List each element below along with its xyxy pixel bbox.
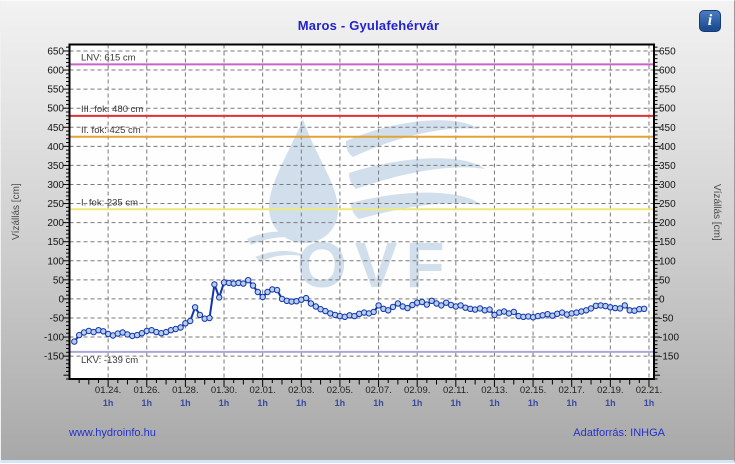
svg-text:300: 300 [659,180,676,191]
ref-line-lkv: LKV: -139 cm [69,350,654,366]
svg-text:200: 200 [47,218,64,229]
x-tick-sub: 1h [644,398,655,408]
x-tick-date: 02.15. [520,385,546,396]
footer-data-source: Adatforrás: INHGA [573,427,665,439]
watermark-text: OVF [297,229,453,301]
x-tick-sub: 1h [180,398,191,408]
x-tick-sub: 1h [605,398,616,408]
svg-text:150: 150 [47,237,64,248]
x-tick-sub: 1h [489,398,500,408]
info-icon[interactable]: i [699,10,721,32]
x-tick-date: 01.26. [134,385,160,396]
svg-text:-100: -100 [659,333,679,344]
x-tick-sub: 1h [219,398,230,408]
x-tick-date: 02.19. [597,385,623,396]
y-axes [63,46,660,380]
svg-text:100: 100 [47,256,64,267]
y-tick-labels: -150 -150 -100 -100 -50 -50 0 0 50 50 100 100 150 150… [44,46,679,362]
svg-text:150: 150 [659,237,676,248]
x-tick-date: 02.03. [288,385,314,396]
x-tick-date: 02.07. [365,385,391,396]
x-tick-date: 01.30. [211,385,237,396]
ref-line-label: LKV: -139 cm [81,355,138,366]
svg-text:650: 650 [659,46,676,57]
watermark-ovf-logo: OVF [247,119,485,301]
footer-site-link[interactable]: www.hydroinfo.hu [69,427,156,439]
svg-text:650: 650 [47,46,64,57]
x-axis [78,380,650,387]
svg-text:350: 350 [47,161,64,172]
x-tick-sub: 1h [296,398,307,408]
svg-text:400: 400 [659,142,676,153]
svg-text:0: 0 [659,294,665,305]
svg-text:-50: -50 [50,313,65,324]
svg-text:50: 50 [659,275,671,286]
reference-lines: LNV: 615 cm III. fok: 480 cm II. fok: 425 … [69,52,654,366]
svg-text:-150: -150 [44,352,64,363]
ref-line-label: I. fok: 235 cm [81,197,138,208]
svg-text:50: 50 [53,275,65,286]
svg-text:250: 250 [47,199,64,210]
page-title: Maros - Gyulafehérvár [297,18,440,33]
ref-line-label: LNV: 615 cm [81,52,136,63]
ref-line-iii-fok: III. fok: 480 cm [69,104,654,117]
x-tick-date: 02.05. [327,385,353,396]
svg-text:100: 100 [659,256,676,267]
svg-text:300: 300 [47,180,64,191]
x-tick-date: 02.21. [636,385,662,396]
x-tick-sub: 1h [373,398,384,408]
svg-text:400: 400 [47,142,64,153]
svg-text:600: 600 [47,66,64,77]
ref-line-label: III. fok: 480 cm [81,104,143,115]
svg-text:600: 600 [659,66,676,77]
ref-line-lnv: LNV: 615 cm [69,52,654,66]
ref-line-label: II. fok: 425 cm [81,125,141,136]
y-axis-label-left: Vízállás [cm] [11,183,22,241]
x-tick-sub: 1h [257,398,268,408]
svg-text:250: 250 [659,199,676,210]
x-tick-date: 01.24. [95,385,121,396]
x-tick-date: 02.13. [481,385,507,396]
x-tick-sub: 1h [142,398,153,408]
x-tick-sub: 1h [451,398,462,408]
ref-line-i-fok: I. fok: 235 cm [69,197,654,211]
x-tick-date: 02.11. [443,385,469,396]
svg-text:500: 500 [47,104,64,115]
x-tick-sub: 1h [528,398,539,408]
chart-frame [68,43,655,380]
svg-text:-50: -50 [659,313,674,324]
x-tick-sub: 1h [566,398,577,408]
water-level-series [71,277,648,345]
x-tick-labels: 01.24. 1h 01.26. 1h 01.28. 1h 01.30. 1h 02.01. 1h… [95,385,662,408]
x-tick-date: 02.09. [404,385,430,396]
svg-text:0: 0 [58,294,64,305]
svg-text:450: 450 [47,123,64,134]
svg-text:-150: -150 [659,352,679,363]
svg-text:200: 200 [659,218,676,229]
y-axis-label-right: Vízállás [cm] [711,183,722,241]
svg-text:500: 500 [659,104,676,115]
x-tick-sub: 1h [412,398,423,408]
svg-text:450: 450 [659,123,676,134]
x-tick-date: 02.01. [249,385,275,396]
svg-text:550: 550 [659,85,676,96]
svg-text:550: 550 [47,85,64,96]
x-tick-date: 02.17. [559,385,585,396]
x-tick-sub: 1h [103,398,114,408]
ref-line-ii-fok: II. fok: 425 cm [69,125,654,138]
x-tick-date: 01.28. [172,385,198,396]
x-tick-sub: 1h [335,398,346,408]
svg-text:350: 350 [659,161,676,172]
svg-text:-100: -100 [44,333,64,344]
